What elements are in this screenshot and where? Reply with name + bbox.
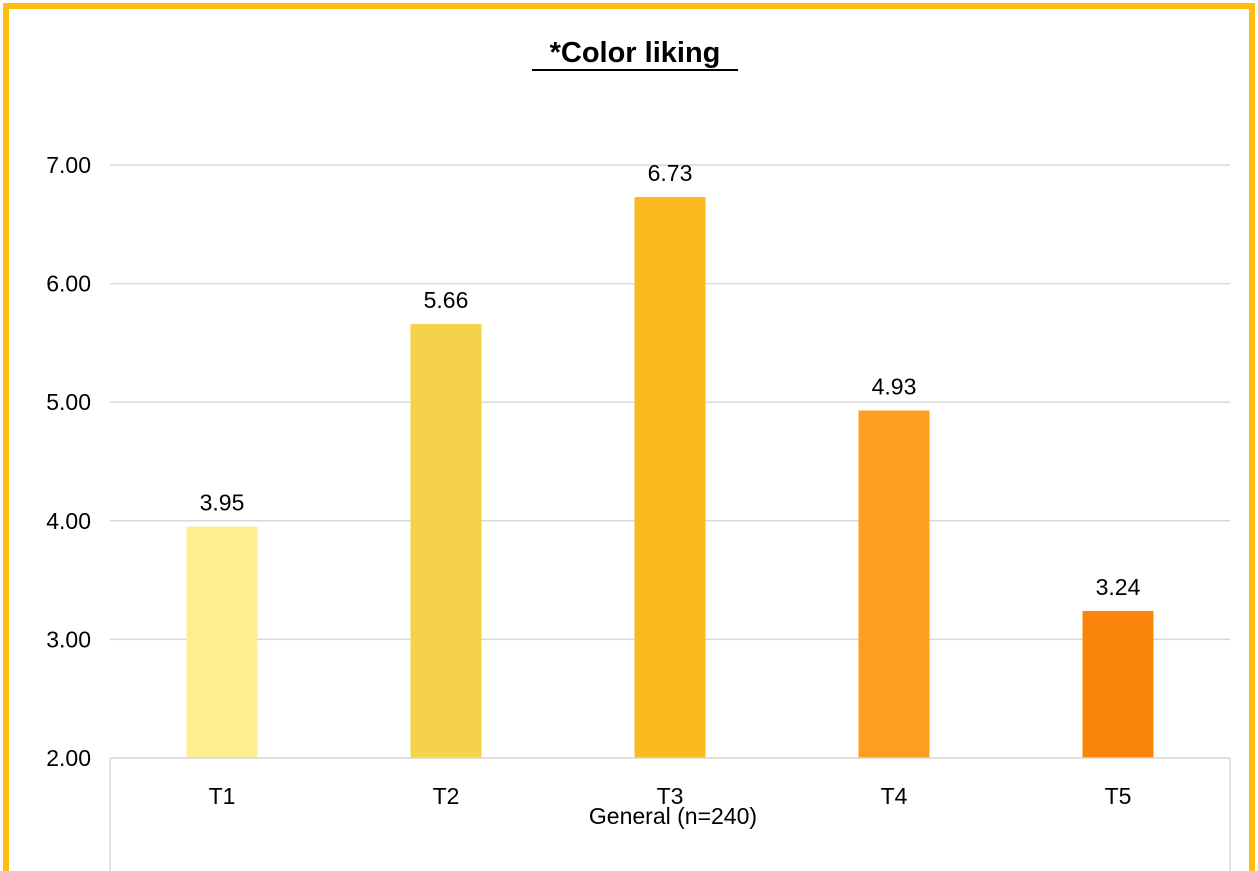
y-tick-label: 4.00: [46, 508, 91, 534]
data-label: 3.24: [1096, 574, 1141, 600]
bar: [858, 410, 930, 758]
y-axis-tick-labels: 2.00 3.00 4.00 5.00 6.00 7.00: [46, 152, 91, 771]
data-label: 6.73: [648, 160, 693, 186]
category-axis: [109, 757, 1231, 871]
data-label: 4.93: [872, 374, 917, 400]
x-tick-label: T4: [881, 783, 908, 809]
bars: [186, 197, 1154, 759]
bar: [410, 323, 482, 758]
x-tick-label: T5: [1105, 783, 1132, 809]
y-tick-label: 7.00: [46, 152, 91, 178]
bar: [1082, 610, 1154, 758]
category-group-label: General (n=240): [589, 803, 757, 829]
bar: [634, 197, 706, 759]
y-tick-label: 5.00: [46, 389, 91, 415]
x-tick-label: T1: [209, 783, 236, 809]
data-label: 5.66: [424, 287, 469, 313]
x-tick-label: T2: [433, 783, 460, 809]
bar: [186, 526, 258, 758]
chart-title: *Color liking: [550, 37, 721, 69]
x-tick-label: T3: [657, 783, 684, 809]
data-labels: 3.95 5.66 6.73 4.93 3.24: [200, 160, 1141, 600]
y-tick-label: 2.00: [46, 745, 91, 771]
y-tick-label: 3.00: [46, 626, 91, 652]
y-tick-label: 6.00: [46, 271, 91, 297]
x-axis-tick-labels: T1 T2 T3 T4 T5: [209, 783, 1132, 809]
data-label: 3.95: [200, 490, 245, 516]
